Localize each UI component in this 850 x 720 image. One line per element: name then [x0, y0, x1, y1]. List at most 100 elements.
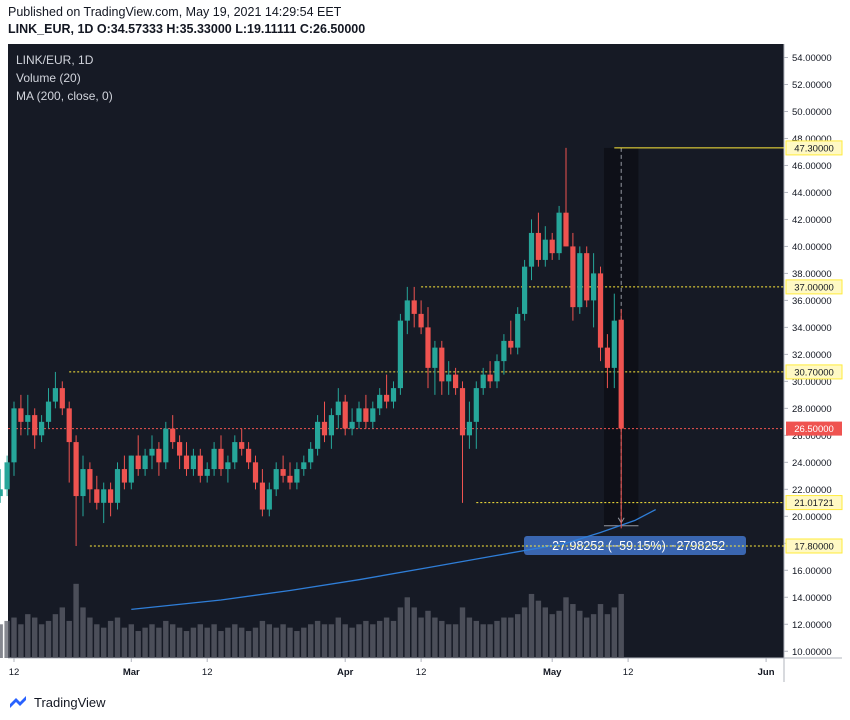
- candle-body: [108, 489, 114, 503]
- volume-bar: [487, 624, 493, 658]
- candle-body: [239, 442, 245, 449]
- volume-bar: [363, 620, 369, 658]
- candle-body: [39, 421, 45, 436]
- volume-bar: [349, 627, 355, 658]
- candle-body: [508, 340, 514, 348]
- volume-bar: [183, 631, 190, 658]
- candle-body: [328, 415, 334, 436]
- y-tick-label: 26.00000: [792, 431, 832, 442]
- candle-body: [342, 401, 348, 429]
- y-tick-label: 20.00000: [792, 512, 832, 523]
- candle-body: [142, 455, 148, 470]
- y-tick-label: 12.00000: [792, 620, 832, 631]
- candle-body: [604, 347, 610, 368]
- y-tick-label: 32.00000: [792, 350, 832, 361]
- candle-body: [246, 448, 252, 463]
- candle-body: [252, 462, 259, 483]
- candle-body: [577, 253, 583, 308]
- volume-bar: [87, 617, 93, 658]
- ma-200-line: [131, 509, 657, 611]
- volume-bar: [321, 624, 328, 658]
- volume-bar: [314, 620, 321, 658]
- time-axis[interactable]: 12 Mar 12 Apr 12 May 12 Jun: [9, 658, 775, 678]
- volume-bar: [52, 614, 59, 658]
- volume-bar: [604, 614, 611, 658]
- volume-bar: [301, 627, 307, 658]
- volume-bar: [280, 624, 286, 658]
- volume-bar: [232, 624, 238, 658]
- x-tick-label: 12: [623, 667, 634, 678]
- volume-bar: [107, 620, 114, 658]
- candle-body: [522, 266, 528, 314]
- candle-body: [459, 388, 466, 436]
- volume-bar: [197, 624, 203, 658]
- y-tick-label: 44.00000: [792, 188, 832, 199]
- ma-layer: [131, 509, 657, 611]
- candle-body: [535, 232, 541, 260]
- volume-bar: [252, 627, 259, 658]
- candle-body: [356, 408, 362, 422]
- candle-body: [549, 239, 555, 254]
- level-tag-label: 37.00000: [794, 282, 834, 293]
- volume-bar: [94, 624, 100, 658]
- y-tick-label: 54.00000: [792, 53, 832, 64]
- y-tick-label: 28.00000: [792, 404, 832, 415]
- level-tag-label: 21.01721: [794, 498, 834, 509]
- y-tick-label: 16.00000: [792, 566, 832, 577]
- candle-body: [597, 273, 604, 348]
- candle-body: [411, 300, 417, 314]
- volume-bar: [563, 597, 569, 658]
- candle-body: [453, 374, 459, 389]
- volume-bar: [114, 617, 121, 658]
- candle-body: [294, 469, 300, 483]
- x-tick-label: 12: [416, 667, 427, 678]
- volume-bar: [38, 624, 45, 658]
- ohlc-line: LINK_EUR, 1D O:34.57333 H:35.33000 L:19.…: [8, 22, 366, 36]
- candle-body: [321, 421, 328, 436]
- candle-body: [94, 489, 100, 503]
- brand-label: TradingView: [34, 694, 106, 710]
- candle-body: [287, 475, 293, 483]
- candle-body: [280, 469, 286, 476]
- volume-bar: [466, 617, 473, 658]
- candle-body: [404, 300, 410, 321]
- volume-bar: [294, 631, 300, 658]
- footer: TradingView: [8, 692, 106, 712]
- volume-bar: [439, 620, 445, 658]
- candle-body: [4, 462, 10, 490]
- candle-body: [494, 361, 500, 382]
- candle-body: [218, 448, 224, 470]
- volume-bar: [156, 627, 162, 658]
- candle-body: [80, 469, 86, 497]
- volume-bar: [390, 620, 397, 658]
- x-tick-label: 12: [9, 667, 20, 678]
- volume-bar: [142, 627, 148, 658]
- volume-bar: [377, 620, 383, 658]
- volume-bar: [4, 620, 10, 658]
- price-axis[interactable]: 10.0000012.0000014.0000016.0000018.00000…: [784, 53, 832, 658]
- level-tag: [785, 495, 843, 511]
- volume-bar: [404, 597, 410, 658]
- candle-body: [397, 320, 403, 389]
- candle-body: [487, 374, 493, 382]
- candle-body: [425, 327, 431, 368]
- candle-body: [556, 212, 562, 254]
- volume-bar: [611, 607, 617, 658]
- candle-body: [570, 246, 576, 308]
- volume-bar: [383, 617, 390, 658]
- candle-body: [163, 428, 169, 463]
- volume-bar: [149, 624, 155, 658]
- x-tick-label: Jun: [758, 667, 775, 678]
- candle-body: [432, 347, 438, 368]
- candle-body: [114, 469, 121, 503]
- candle-body: [25, 415, 31, 422]
- candle-body: [370, 408, 376, 422]
- candle-body: [73, 442, 79, 497]
- candle-body: [528, 232, 535, 267]
- level-tag: [785, 364, 843, 380]
- legend-volume: Volume (20): [16, 71, 81, 85]
- last-price-tag: [786, 421, 842, 436]
- candle-body: [121, 469, 127, 483]
- volume-bar: [618, 593, 624, 658]
